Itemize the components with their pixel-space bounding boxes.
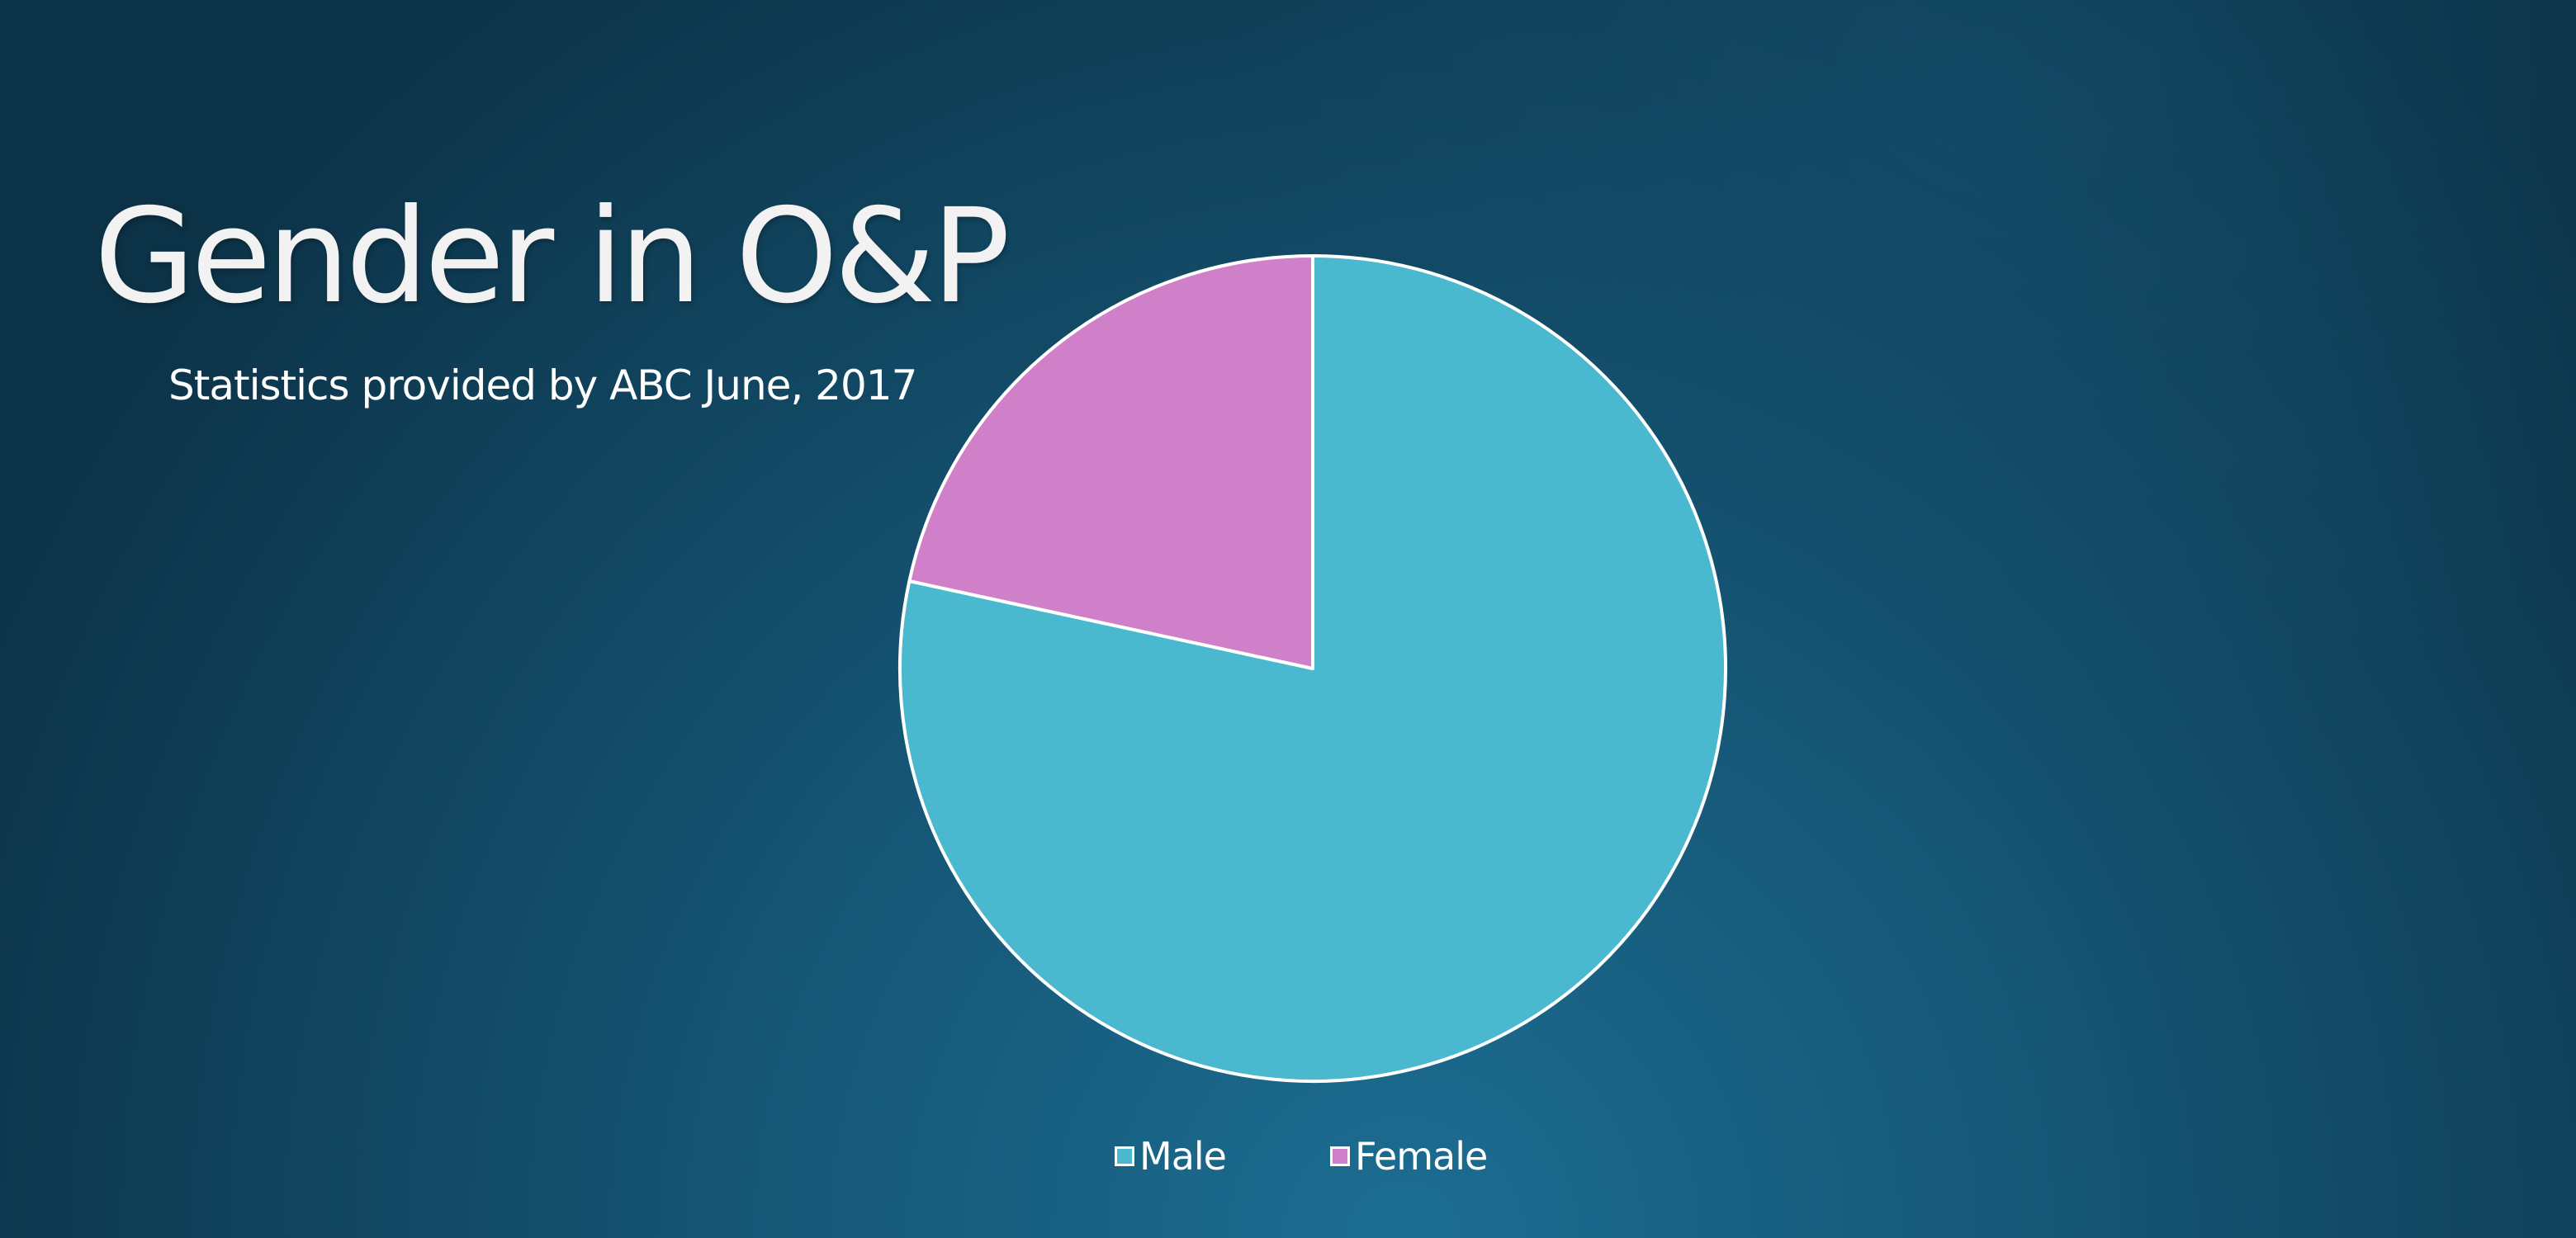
pie-slice-female [907,254,1314,670]
legend-swatch-female [1329,1146,1350,1166]
legend-label-male: Male [1139,1134,1227,1179]
legend-item-male: Male [1115,1134,1227,1179]
slide-subtitle: Statistics provided by ABC June, 2017 [168,361,917,409]
legend-swatch-male [1115,1146,1134,1166]
legend-label-female: Female [1354,1134,1488,1179]
chart-legend: Male Female [1115,1134,1488,1179]
pie-slice-male [898,254,1727,1083]
slide-title: Gender in O&P [94,181,1011,333]
legend-item-female: Female [1329,1134,1488,1179]
